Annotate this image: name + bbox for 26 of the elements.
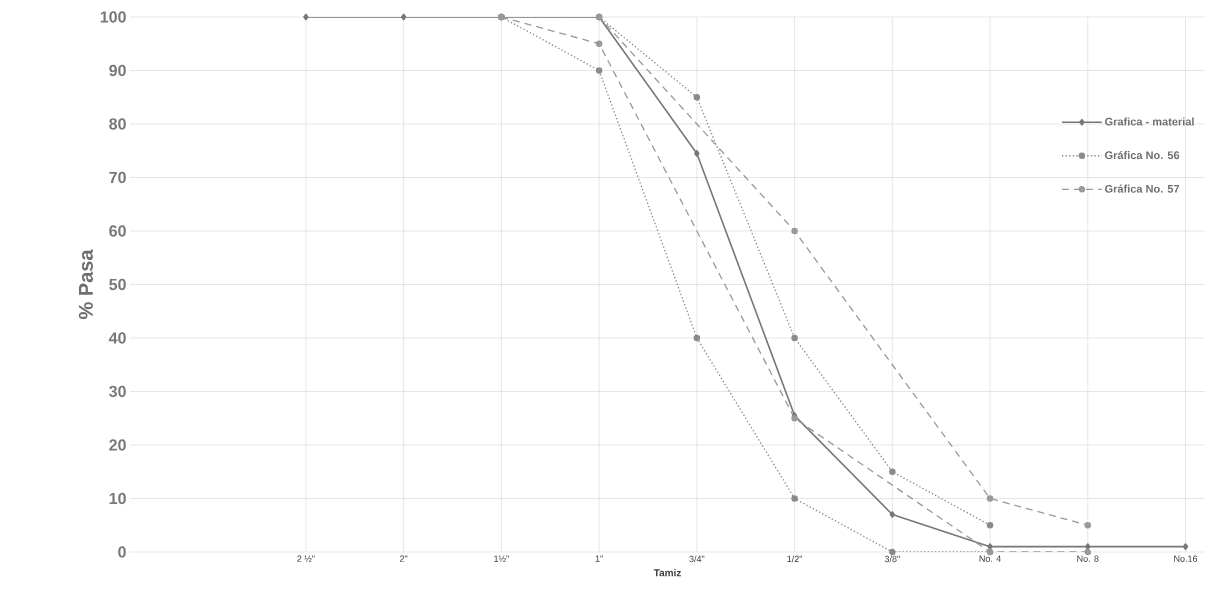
- x-tick-label: No.16: [1174, 555, 1198, 562]
- y-tick-label: 100: [100, 11, 126, 23]
- y-tick-label: 80: [109, 118, 126, 130]
- x-tick-label: 1/2": [787, 555, 803, 563]
- x-tick-label: 3/8": [884, 555, 900, 563]
- y-tick-label: 30: [109, 385, 126, 398]
- x-tick-label: No. 8: [1077, 555, 1099, 562]
- y-tick-label: 20: [109, 439, 126, 451]
- x-tick-label: 3/4": [689, 555, 705, 563]
- x-axis-title: Tamiz: [653, 568, 681, 577]
- y-tick-label: 70: [109, 171, 126, 184]
- y-tick-label: 40: [108, 332, 126, 344]
- x-tick-label: 2": [400, 555, 408, 562]
- x-tick-label: 2 ½": [297, 555, 315, 562]
- legend-label: Gráfica No. 57: [1105, 184, 1180, 193]
- x-tick-label: 1": [595, 555, 603, 562]
- y-tick-label: 60: [109, 225, 126, 237]
- legend-label: Gráfica No. 56: [1105, 150, 1180, 160]
- y-axis-title: % Pasa: [78, 249, 93, 320]
- y-tick-label: 50: [109, 278, 126, 291]
- x-tick-label: No. 4: [979, 555, 1001, 562]
- x-tick-label: 1½": [494, 555, 509, 562]
- y-tick-label: 10: [109, 492, 126, 505]
- legend-label: Grafica - material: [1105, 117, 1194, 126]
- y-tick-label: 90: [109, 64, 126, 77]
- y-tick-label: 0: [118, 546, 126, 558]
